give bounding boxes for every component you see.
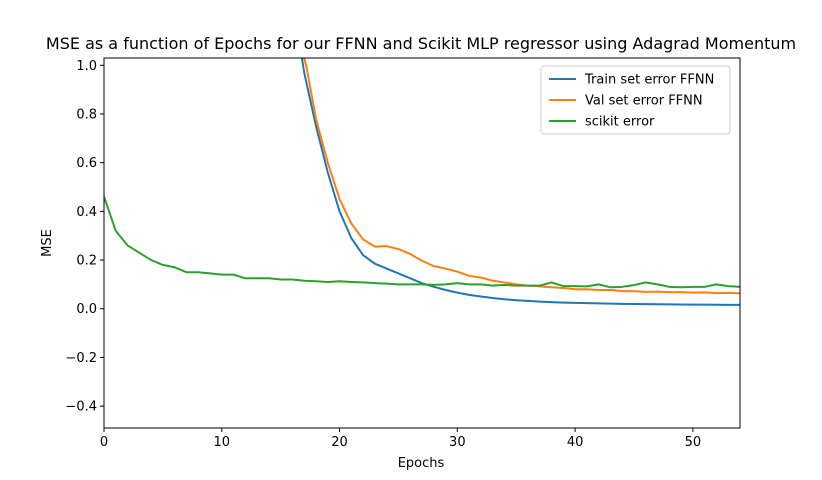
y-axis-label: MSE — [40, 229, 55, 257]
y-tick-label: 0.0 — [76, 302, 97, 317]
y-tick-label: 0.2 — [76, 254, 97, 269]
legend-label-2: Val set error FFNN — [585, 94, 703, 109]
series-line-1 — [300, 58, 740, 306]
x-tick-label: 40 — [567, 435, 584, 450]
y-tick-label: −0.2 — [65, 351, 97, 366]
y-tick-label: 1.0 — [76, 59, 97, 74]
legend-label-1: Train set error FFNN — [584, 73, 714, 88]
y-tick-label: −0.4 — [65, 400, 97, 415]
plot-layer — [104, 58, 740, 306]
y-tick-label: 0.4 — [76, 205, 97, 220]
axes-frame — [103, 57, 741, 429]
legend-label-3: scikit error — [585, 115, 655, 130]
series-line-2 — [303, 58, 740, 295]
x-tick-label: 20 — [331, 435, 348, 450]
chart-title: MSE as a function of Epochs for our FFNN… — [46, 34, 796, 53]
series-line-3 — [104, 196, 740, 289]
x-tick-label: 30 — [449, 435, 466, 450]
legend-box — [540, 65, 731, 135]
x-tick-label: 10 — [214, 435, 231, 450]
y-tick-label: 0.8 — [76, 107, 97, 122]
x-tick-label: 50 — [685, 435, 702, 450]
axes-layer: 0 10 20 30 40 50 −0.4 −0.2 0.0 0.2 0.4 0.6 0.8 1.0 — [65, 57, 741, 450]
legend: Train set error FFNN Val set error FFNN sc… — [540, 65, 731, 135]
y-tick-label: 0.6 — [76, 156, 97, 171]
series-lines — [104, 58, 740, 306]
x-tick-label: 0 — [100, 435, 108, 450]
x-axis-label: Epochs — [398, 456, 445, 471]
